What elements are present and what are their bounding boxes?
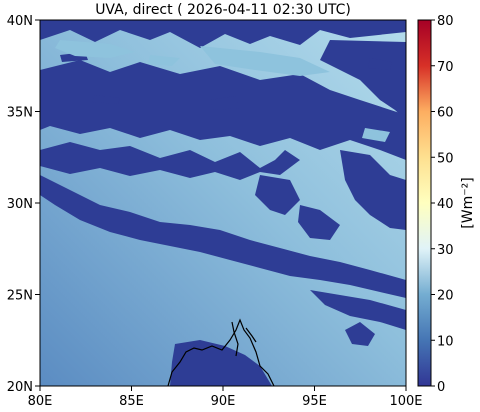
clear-sky-patches	[55, 40, 390, 142]
y-tick-label: 40N	[7, 14, 33, 29]
x-tick-label: 80E	[28, 394, 53, 409]
colorbar-tick-label: 70	[437, 60, 454, 75]
colorbar-tick-label: 20	[437, 289, 454, 304]
x-tick-label: 90E	[211, 394, 236, 409]
colorbar: 0 10 20 30 40 50 60 70 80 [Wm⁻²]	[417, 14, 476, 395]
map-title: UVA, direct ( 2026-04-11 02:30 UTC)	[95, 2, 351, 18]
y-tick-label: 20N	[7, 380, 33, 395]
colorbar-tick-label: 0	[437, 380, 445, 395]
colorbar-tick-label: 60	[437, 106, 454, 121]
x-tick-label: 95E	[302, 394, 327, 409]
y-tick-label: 35N	[7, 106, 33, 121]
x-tick-label: 100E	[389, 394, 422, 409]
y-tick-label: 30N	[7, 197, 33, 212]
colorbar-tick-label: 10	[437, 334, 454, 349]
x-axis: 80E 85E 90E 95E 100E	[28, 386, 423, 409]
y-axis: 20N 25N 30N 35N 40N	[7, 14, 40, 395]
colorbar-tick-label: 50	[437, 151, 454, 166]
coastline	[167, 318, 275, 386]
colorbar-tick-label: 40	[437, 197, 454, 212]
map-area	[40, 20, 406, 386]
colorbar-tick-label: 80	[437, 14, 454, 29]
x-tick-label: 85E	[119, 394, 144, 409]
colorbar-unit-label: [Wm⁻²]	[460, 177, 476, 228]
colorbar-tick-label: 30	[437, 243, 454, 258]
low-irradiance-cloud-regions	[40, 20, 406, 386]
y-tick-label: 25N	[7, 289, 33, 304]
colorbar-gradient	[417, 19, 432, 387]
